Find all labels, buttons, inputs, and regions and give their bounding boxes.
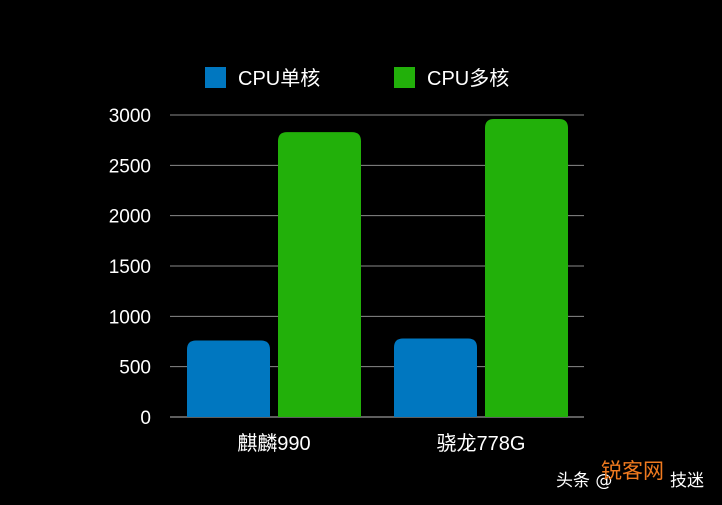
legend: CPU单核 CPU多核 xyxy=(205,67,509,90)
legend-swatch xyxy=(394,67,415,88)
y-tick-label: 3000 xyxy=(109,106,151,127)
watermark-left: 头条 @ xyxy=(556,471,612,491)
watermark-middle: 锐客网 xyxy=(601,459,664,483)
watermark-right: 技迷 xyxy=(670,471,704,491)
y-tick-label: 2500 xyxy=(109,156,151,177)
x-category-label: 骁龙778G xyxy=(437,432,526,455)
y-tick-label: 1000 xyxy=(109,307,151,328)
y-tick-label: 0 xyxy=(140,408,151,429)
x-axis-labels: 麒麟990 骁龙778G xyxy=(237,432,525,455)
legend-label: CPU单核 xyxy=(238,67,320,90)
bar-multi-core-1 xyxy=(485,119,568,417)
legend-swatch xyxy=(205,67,226,88)
bar-single-core-1 xyxy=(394,338,477,417)
x-category-label: 麒麟990 xyxy=(237,432,310,455)
bar-single-core-0 xyxy=(187,340,270,417)
y-axis-ticks: 0 500 1000 1500 2000 2500 3000 xyxy=(109,106,151,429)
y-tick-label: 1500 xyxy=(109,257,151,278)
bars xyxy=(187,119,568,417)
bar-multi-core-0 xyxy=(278,132,361,417)
y-tick-label: 500 xyxy=(119,358,151,379)
y-tick-label: 2000 xyxy=(109,207,151,228)
legend-label: CPU多核 xyxy=(427,67,509,90)
watermark: 头条 @ 锐客网 技迷 xyxy=(556,459,704,491)
